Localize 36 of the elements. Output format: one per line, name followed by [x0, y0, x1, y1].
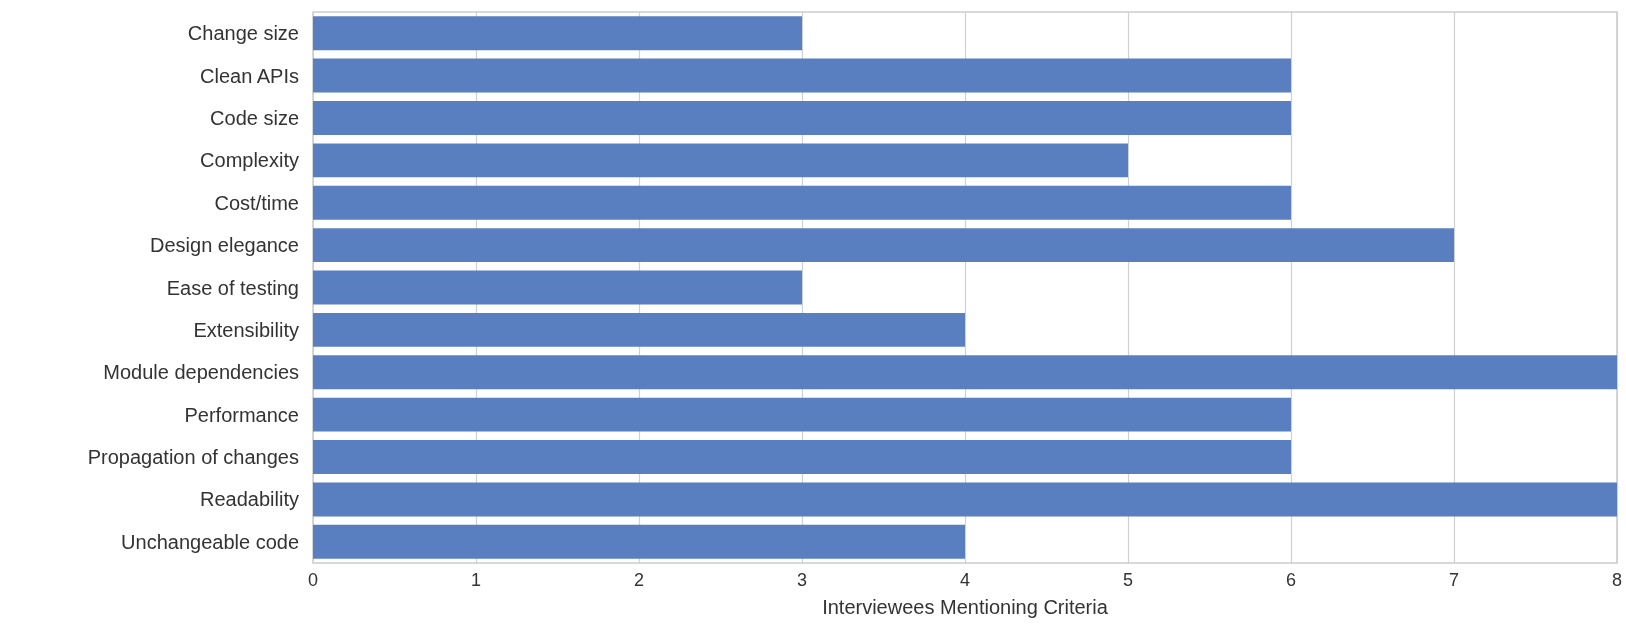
x-tick-label: 5: [1122, 570, 1134, 590]
y-tick-label: Code size: [210, 106, 299, 129]
x-tick-label: 7: [1448, 570, 1460, 590]
x-tick-label: 6: [1285, 570, 1297, 590]
y-tick-label: Readability: [200, 488, 299, 511]
y-tick-label: Module dependencies: [103, 361, 299, 384]
x-axis-title: Interviewees Mentioning Criteria: [822, 596, 1109, 618]
bar: [313, 185, 1291, 220]
y-tick-label: Complexity: [200, 149, 299, 172]
bar: [313, 355, 1617, 390]
x-tick-label: 2: [633, 570, 645, 590]
y-tick-label: Design elegance: [150, 234, 299, 257]
y-tick-label: Clean APIs: [200, 64, 299, 87]
x-tick-label: 0: [307, 570, 319, 590]
x-tick-label: 1: [470, 570, 482, 590]
bar: [313, 482, 1617, 517]
y-tick-label: Unchangeable code: [121, 530, 299, 553]
bar: [313, 143, 1128, 178]
bar: [313, 397, 1291, 432]
x-tick-label: 4: [959, 570, 971, 590]
y-tick-label: Performance: [184, 403, 299, 426]
y-tick-label: Cost/time: [214, 191, 299, 214]
y-tick-label: Extensibility: [193, 318, 299, 341]
y-tick-label: Change size: [187, 22, 299, 45]
bar: [313, 101, 1291, 135]
bar: [313, 524, 965, 559]
y-tick-label: Propagation of changes: [87, 446, 299, 469]
x-tick-label: 3: [796, 570, 808, 590]
x-tick-label: 8: [1611, 570, 1623, 590]
bar: [313, 440, 1291, 474]
bar: [313, 270, 802, 305]
bar: [313, 58, 1291, 93]
y-tick-label: Ease of testing: [166, 276, 299, 299]
bar: [313, 16, 802, 51]
bar: [313, 228, 1454, 263]
bar: [313, 312, 965, 347]
